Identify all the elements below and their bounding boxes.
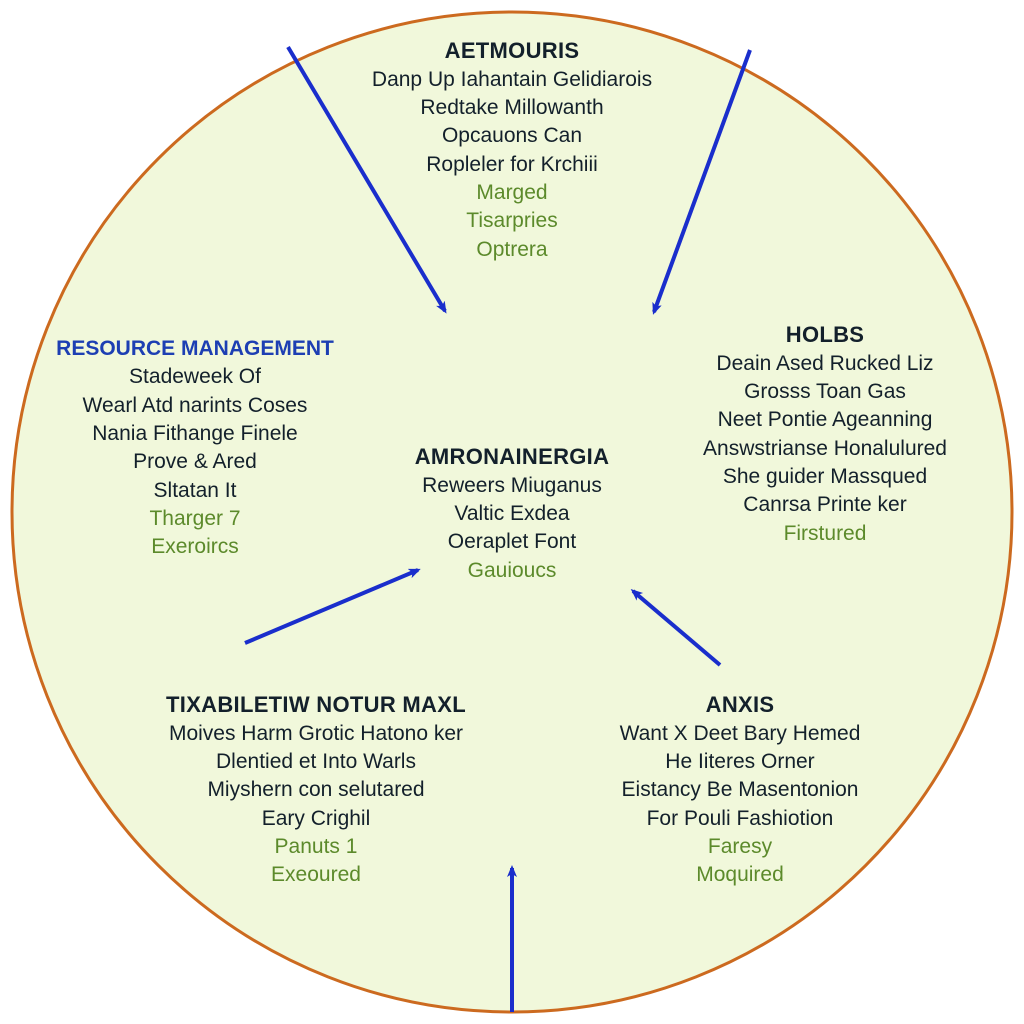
- center-item-2: Oeraplet Font: [352, 528, 672, 556]
- section-top-item-0: Danp Up Iahantain Gelidiarois: [302, 66, 722, 94]
- center-item-1: Valtic Exdea: [352, 500, 672, 528]
- section-left-item-2: Nania Fithange Finele: [30, 420, 360, 448]
- section-right-item-2: Neet Pontie Ageanning: [645, 406, 1005, 434]
- section-bottomright-green-1: Moquired: [560, 861, 920, 889]
- section-title-top: AETMOURIS: [302, 36, 722, 66]
- section-title-bottomright: ANXIS: [560, 690, 920, 720]
- section-bottomright-item-2: Eistancy Be Masentonion: [560, 776, 920, 804]
- section-top-item-3: Ropleler for Krchiii: [302, 151, 722, 179]
- section-bottomleft-item-3: Eary Crighil: [116, 805, 516, 833]
- section-left-item-4: Sltatan It: [30, 477, 360, 505]
- section-bottomleft-item-0: Moives Harm Grotic Hatono ker: [116, 720, 516, 748]
- section-bottomright-item-1: He Iiteres Orner: [560, 748, 920, 776]
- diagram-stage: AMRONAINERGIA Reweers MiuganusValtic Exd…: [0, 0, 1024, 1024]
- section-left-green-0: Tharger 7: [30, 505, 360, 533]
- section-right-item-4: She guider Massqued: [645, 463, 1005, 491]
- section-left: RESOURCE MANAGEMENTStadeweek OfWearl Atd…: [30, 335, 360, 562]
- section-right-item-0: Deain Ased Rucked Liz: [645, 350, 1005, 378]
- section-right-item-5: Canrsa Printe ker: [645, 491, 1005, 519]
- section-top-item-1: Redtake Millowanth: [302, 94, 722, 122]
- section-title-left: RESOURCE MANAGEMENT: [30, 335, 360, 363]
- arrow-3: [633, 591, 720, 665]
- section-bottomright-item-0: Want X Deet Bary Hemed: [560, 720, 920, 748]
- section-top-item-2: Opcauons Can: [302, 122, 722, 150]
- section-left-item-1: Wearl Atd narints Coses: [30, 392, 360, 420]
- section-right-green-0: Firstured: [645, 520, 1005, 548]
- section-top: AETMOURISDanp Up Iahantain GelidiaroisRe…: [302, 36, 722, 264]
- center-title: AMRONAINERGIA: [352, 442, 672, 472]
- center-green-0: Gauioucs: [352, 557, 672, 585]
- section-top-green-1: Tisarpries: [302, 207, 722, 235]
- section-right-item-1: Grosss Toan Gas: [645, 378, 1005, 406]
- section-bottomleft-item-2: Miyshern con selutared: [116, 776, 516, 804]
- section-bottomleft-green-1: Exeoured: [116, 861, 516, 889]
- center-block: AMRONAINERGIA Reweers MiuganusValtic Exd…: [352, 442, 672, 585]
- section-left-item-3: Prove & Ared: [30, 448, 360, 476]
- center-item-0: Reweers Miuganus: [352, 472, 672, 500]
- section-right-item-3: Answstrianse Honalulured: [645, 435, 1005, 463]
- section-bottomright-item-3: For Pouli Fashiotion: [560, 805, 920, 833]
- section-bottomright-green-0: Faresy: [560, 833, 920, 861]
- section-top-green-2: Optrera: [302, 236, 722, 264]
- section-left-item-0: Stadeweek Of: [30, 363, 360, 391]
- section-bottomright: ANXISWant X Deet Bary HemedHe Iiteres Or…: [560, 690, 920, 890]
- section-title-right: HOLBS: [645, 320, 1005, 350]
- section-title-bottomleft: TIXABILETIW NOTUR MAXL: [116, 690, 516, 720]
- section-bottomleft-green-0: Panuts 1: [116, 833, 516, 861]
- section-left-green-1: Exeroircs: [30, 533, 360, 561]
- section-bottomleft-item-1: Dlentied et Into Warls: [116, 748, 516, 776]
- section-bottomleft: TIXABILETIW NOTUR MAXLMoives Harm Grotic…: [116, 690, 516, 890]
- section-right: HOLBSDeain Ased Rucked LizGrosss Toan Ga…: [645, 320, 1005, 548]
- section-top-green-0: Marged: [302, 179, 722, 207]
